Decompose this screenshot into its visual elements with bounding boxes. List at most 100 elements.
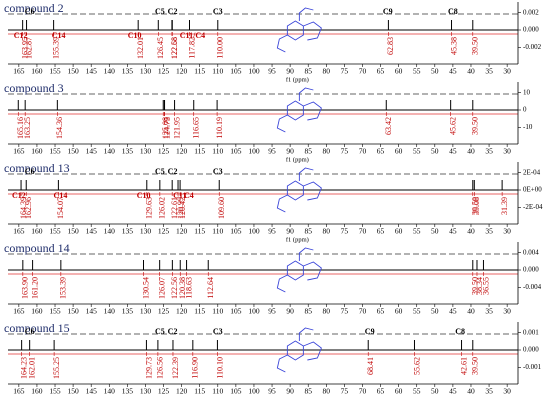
assignment-label: C10 [137,191,151,200]
peak-label: 162.01 [27,357,36,379]
peak-label: 164.23 [19,357,28,379]
x-tick-label: 155 [49,67,61,76]
x-tick-label: 80 [323,227,331,236]
x-tick-label: 160 [31,307,43,316]
x-tick-label: 145 [86,147,98,156]
assignment-label: C9 [365,327,375,336]
assignment-label: C2 [168,7,178,16]
peak-label: 164.39 [19,197,28,219]
x-tick-label: 45 [449,147,457,156]
peak-label: 117.82 [187,37,196,59]
x-tick-label: 140 [104,67,116,76]
assignment-label: C5 [155,167,165,176]
x-tick-label: 150 [67,147,79,156]
x-tick-label: 105 [230,147,242,156]
assignment-label: C9 [383,7,393,16]
peak-label: 122.58 [170,37,179,59]
peak-label: 126.02 [158,197,167,219]
x-tick-label: 140 [104,227,116,236]
assignment-label: C3 [213,327,223,336]
y-tick-label: 10 [523,88,531,96]
x-tick-label: 150 [67,307,79,316]
x-tick-label: 45 [449,307,457,316]
x-tick-label: 135 [122,307,134,316]
x-tick-label: 150 [67,227,79,236]
x-tick-label: 130 [140,227,152,236]
peak-label: 129.73 [144,357,153,379]
peak-label: 39.50 [471,117,480,135]
peak-label: 42.61 [459,357,468,375]
assignment-label: C10 [128,31,142,40]
x-tick-label: 60 [395,387,403,396]
assignment-label: C5 [155,7,165,16]
x-tick-label: 75 [341,387,349,396]
x-tick-label: 40 [467,227,475,236]
x-tick-label: 35 [485,387,493,396]
molecule [276,247,322,293]
panel-title: compound 14 [4,241,70,255]
x-axis-label: f1 (ppm) [286,236,309,243]
x-tick-label: 135 [122,227,134,236]
x-tick-label: 75 [341,147,349,156]
peak-label: 63.42 [384,117,393,135]
y-tick-label: 0.000 [523,346,539,354]
peak-label: 120.99 [176,197,185,219]
peak-label: 39.08 [472,197,481,215]
assignment-label: C6 [25,327,35,336]
x-tick-label: 80 [323,307,331,316]
molecule [276,327,322,373]
y-tick-label: 0.000 [523,26,539,34]
peak-label: 118.63 [184,277,193,299]
peak-label: 45.38 [449,37,458,55]
x-tick-label: 60 [395,147,403,156]
panel: compound 15 164.23 162.01 155.25 129.73 126.5… [4,321,542,396]
x-tick-label: 100 [248,387,260,396]
y-tick-label: -0.001 [523,363,542,371]
x-tick-label: 35 [485,147,493,156]
x-tick-label: 125 [158,227,170,236]
x-axis-label: f1 (ppm) [286,76,309,83]
y-tick-label: 0.004 [523,248,539,256]
panel-title: compound 2 [4,1,64,15]
peak-label: 154.07 [56,197,65,219]
peak-label: 163.95 [20,37,29,59]
x-tick-label: 85 [304,227,312,236]
peak-label: 55.62 [412,357,421,375]
x-tick-label: 140 [104,387,116,396]
x-tick-label: 120 [176,387,188,396]
x-tick-label: 95 [268,67,276,76]
peak-label: 163.25 [23,117,32,139]
x-tick-label: 70 [359,147,367,156]
x-tick-label: 150 [67,387,79,396]
x-tick-label: 145 [86,307,98,316]
peak-label: 110.10 [215,357,224,379]
y-tick-label: -10 [523,123,533,131]
y-tick-label: 0.002 [523,8,539,16]
x-tick-label: 115 [194,227,205,236]
peak-label: 122.56 [170,277,179,299]
x-tick-label: 95 [268,307,276,316]
x-tick-label: 50 [431,307,439,316]
x-tick-label: 60 [395,227,403,236]
x-tick-label: 105 [230,387,242,396]
x-tick-label: 130 [140,67,152,76]
x-tick-label: 85 [304,67,312,76]
assignment-label: C6 [25,7,35,16]
x-tick-label: 70 [359,67,367,76]
x-tick-label: 50 [431,227,439,236]
molecule [276,7,322,53]
x-tick-label: 65 [377,147,385,156]
x-tick-label: 45 [449,387,457,396]
x-tick-label: 135 [122,387,134,396]
x-tick-label: 60 [395,307,403,316]
peak-label: 116.65 [192,117,201,139]
peak-label: 45.62 [448,117,457,135]
x-tick-label: 165 [13,227,25,236]
assignment-label: C12 [12,191,26,200]
x-tick-label: 30 [503,227,511,236]
y-tick-label: 0.001 [523,328,539,336]
x-tick-label: 120 [176,227,188,236]
x-tick-label: 45 [449,227,457,236]
